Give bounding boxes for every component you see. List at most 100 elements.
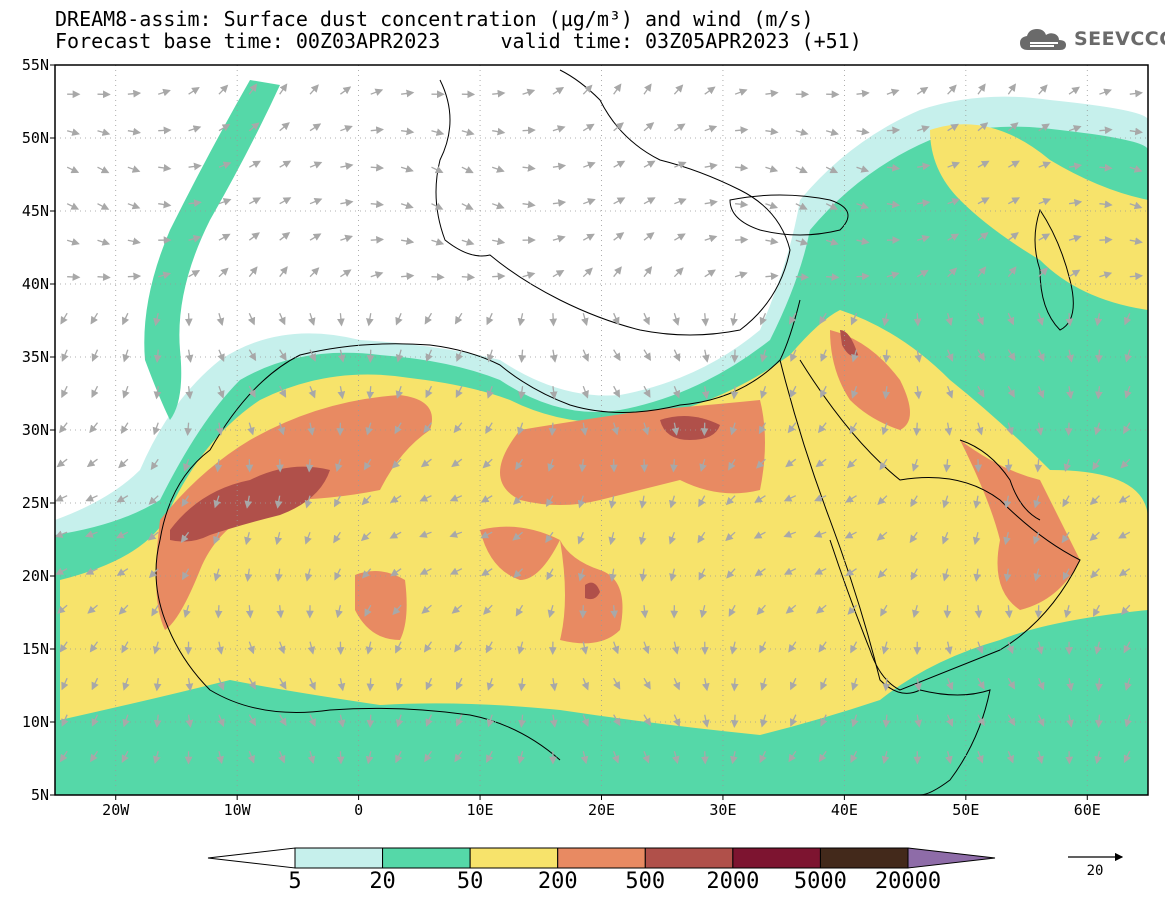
wind-arrow: [59, 422, 68, 434]
wind-arrow: [820, 349, 828, 362]
wind-arrow: [61, 714, 69, 727]
wind-arrow: [1090, 495, 1100, 506]
wind-arrow: [485, 422, 493, 435]
wind-arrow: [643, 349, 651, 362]
wind-arrow: [1034, 459, 1043, 473]
wind-arrow: [247, 422, 255, 436]
colorbar-box: [294, 847, 384, 869]
wind-arrow: [765, 272, 779, 281]
wind-arrow: [337, 313, 345, 327]
wind-arrow: [765, 127, 779, 136]
wind-arrow: [97, 202, 110, 210]
wind-arrow: [734, 88, 748, 96]
lon-tick-label: 30E: [709, 801, 736, 819]
wind-arrow: [309, 233, 322, 241]
wind-arrow: [218, 233, 231, 241]
wind-arrow: [877, 568, 888, 579]
wind-arrow: [1129, 165, 1143, 173]
wind-arrow: [365, 422, 373, 436]
wind-arrow: [217, 677, 225, 691]
wind-arrow: [248, 349, 257, 362]
wind-arrow: [672, 751, 680, 765]
wind-arrow: [977, 197, 990, 205]
wind-arrow: [1038, 123, 1050, 132]
wind-arrow: [518, 714, 526, 728]
wind-arrow: [55, 494, 68, 502]
wind-arrow: [278, 312, 286, 326]
wind-arrow: [702, 349, 710, 363]
wind-arrow: [337, 349, 346, 363]
wind-arrow: [394, 422, 402, 435]
wind-arrow: [704, 269, 716, 278]
title-line-1: DREAM8-assim: Surface dust concentration…: [55, 7, 814, 31]
wind-arrow: [152, 641, 161, 655]
wind-arrow: [185, 386, 194, 400]
wind-arrow: [674, 161, 687, 169]
wind-arrow: [613, 83, 622, 95]
wind-arrow: [244, 532, 252, 546]
wind-arrow: [492, 237, 506, 246]
wind-arrow: [972, 532, 981, 546]
wind-arrow: [480, 531, 493, 539]
wind-arrow: [218, 267, 229, 278]
wind-arrow: [395, 678, 404, 691]
coastline-persian-gulf: [959, 439, 1041, 521]
wind-arrow: [730, 386, 739, 400]
wind-arrow: [454, 312, 463, 325]
wind-arrow: [1120, 604, 1131, 616]
wind-arrow: [947, 161, 960, 169]
wind-arrow: [275, 568, 283, 582]
wind-arrow: [431, 202, 444, 210]
wind-arrow: [701, 386, 710, 400]
wind-arrow: [158, 126, 172, 135]
wind-arrow: [340, 234, 354, 243]
wind-arrow: [977, 83, 986, 95]
wind-arrow: [419, 494, 432, 502]
wind-arrow: [639, 495, 647, 509]
coastline-horn: [919, 689, 991, 795]
wind-arrow: [391, 458, 402, 469]
wind-arrow: [1036, 313, 1045, 326]
wind-arrow: [1038, 267, 1049, 278]
wind-arrow: [704, 198, 718, 207]
wind-arrow: [1007, 232, 1019, 241]
wind-arrow: [1068, 198, 1083, 207]
dust-level-500-chad: [585, 582, 600, 600]
wind-arrow: [56, 458, 68, 468]
wind-arrow: [725, 531, 736, 542]
wind-arrow: [550, 349, 558, 363]
wind-arrow: [158, 200, 172, 209]
colorbar-box: [644, 847, 734, 869]
wind-arrow: [455, 677, 463, 691]
wind-arrow: [976, 750, 984, 764]
wind-arrow: [151, 604, 159, 617]
wind-arrow: [613, 714, 621, 727]
wind-arrow: [304, 531, 312, 545]
wind-arrow: [451, 458, 463, 468]
wind-arrow: [734, 271, 748, 279]
wind-arrow: [945, 313, 953, 326]
lon-tick-label: 10E: [467, 801, 494, 819]
wind-arrow: [122, 349, 130, 363]
wind-arrow: [673, 267, 684, 278]
wind-arrow: [1099, 200, 1113, 209]
wind-arrow: [947, 84, 957, 95]
wind-arrow: [611, 750, 620, 764]
wind-arrow: [783, 494, 797, 502]
wind-arrow: [817, 422, 827, 434]
wind-arrow: [188, 270, 201, 278]
wind-arrow: [911, 458, 920, 472]
lon-tick-label: 60E: [1074, 801, 1101, 819]
wind-arrow: [1007, 677, 1016, 690]
wind-arrow: [760, 349, 768, 363]
wind-arrow: [552, 234, 566, 243]
wind-arrow: [975, 422, 984, 436]
wind-arrow: [552, 269, 565, 278]
wind-arrow: [730, 313, 738, 327]
wind-arrow: [583, 198, 596, 206]
wind-arrow: [492, 127, 506, 136]
wind-arrow: [643, 232, 655, 241]
wind-arrow: [116, 495, 129, 503]
wind-arrow: [882, 714, 891, 728]
wind-arrow: [158, 164, 172, 172]
